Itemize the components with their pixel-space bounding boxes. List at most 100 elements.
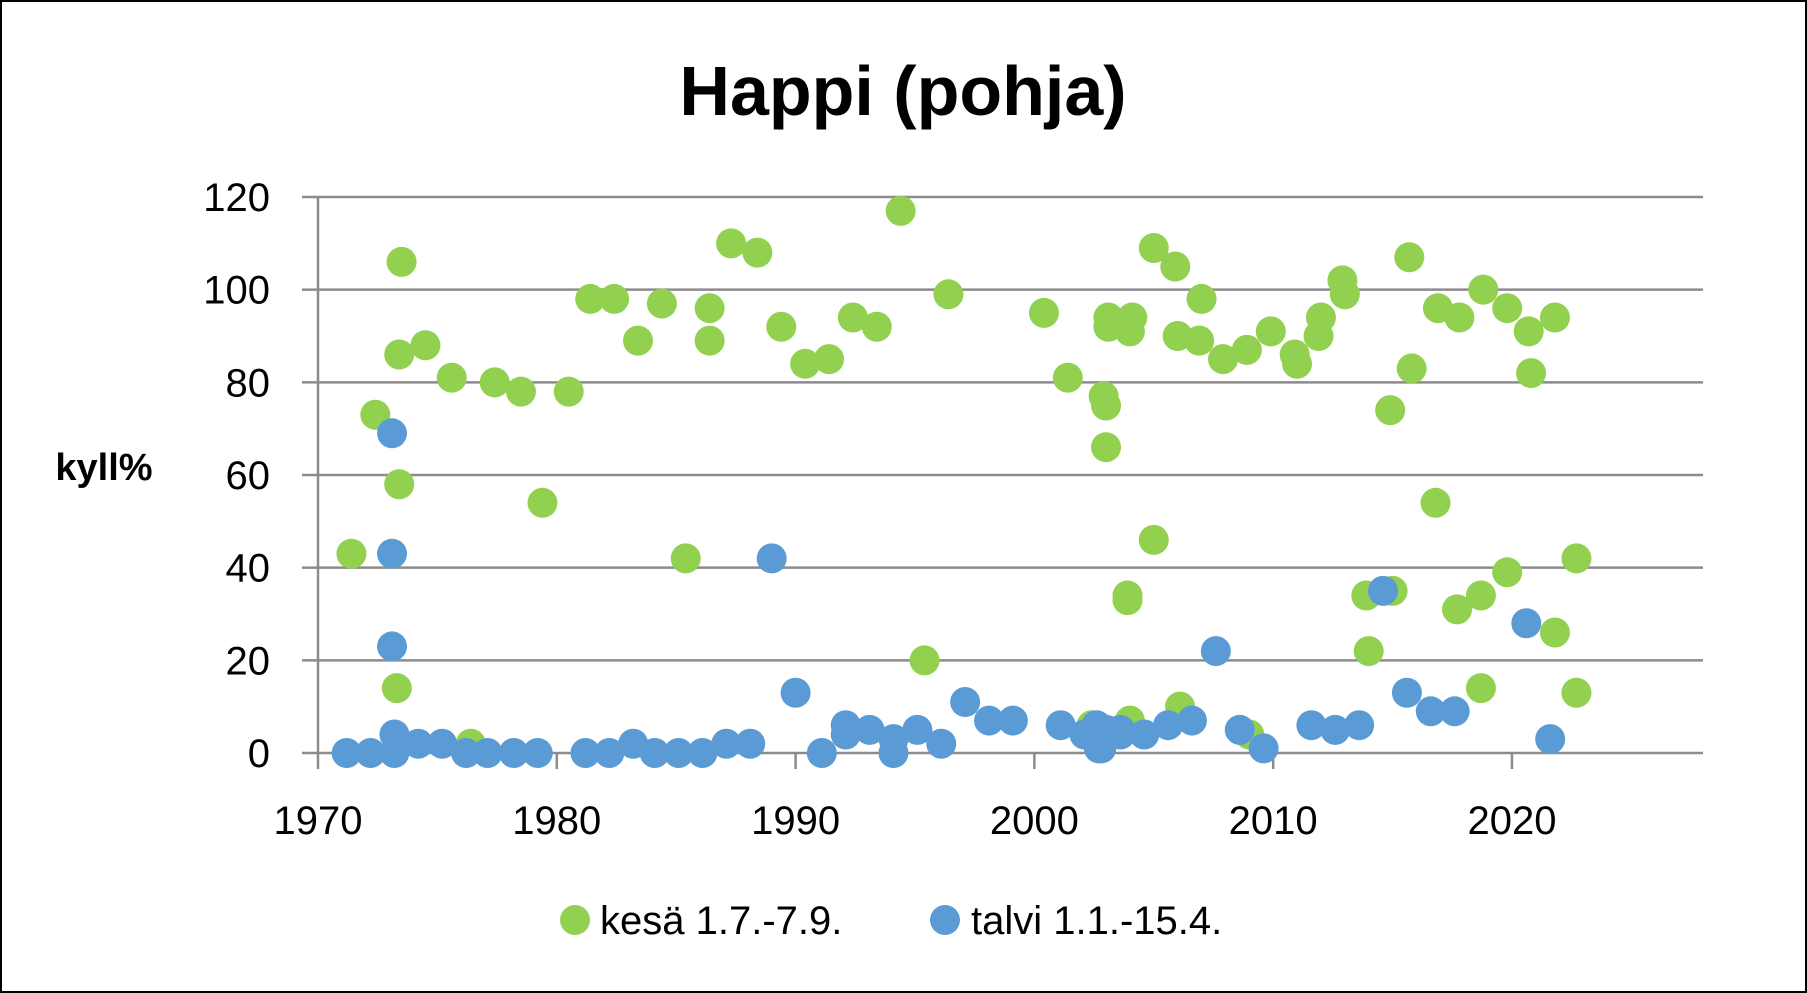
data-point <box>1153 710 1184 741</box>
data-point <box>735 728 766 759</box>
data-point <box>436 362 467 393</box>
data-point <box>1492 293 1523 324</box>
data-point <box>933 279 964 310</box>
data-point <box>1208 344 1239 375</box>
data-point <box>711 728 742 759</box>
series-summer-points <box>336 195 1592 759</box>
data-point <box>410 330 441 361</box>
data-point <box>1028 297 1059 328</box>
data-point <box>1539 617 1570 648</box>
data-point <box>837 302 868 333</box>
legend-label-summer: kesä 1.7.-7.9. <box>600 899 842 943</box>
data-point <box>1561 543 1592 574</box>
x-tick-label: 2000 <box>990 799 1079 843</box>
data-point <box>790 348 821 379</box>
data-point <box>1442 594 1473 625</box>
data-point <box>355 738 386 768</box>
data-point <box>377 631 408 662</box>
data-point <box>830 719 861 750</box>
data-point <box>861 311 892 342</box>
data-point <box>1255 316 1286 347</box>
data-point <box>670 543 701 574</box>
data-point <box>427 728 458 759</box>
data-point <box>909 645 940 676</box>
data-point <box>814 344 845 375</box>
x-tick-labels: 1970 1980 1990 2000 2010 2020 <box>274 799 1557 843</box>
data-point <box>1465 580 1496 611</box>
data-point <box>479 367 510 398</box>
data-point <box>1200 636 1231 667</box>
data-point <box>902 714 933 745</box>
data-point <box>384 469 415 500</box>
gridlines <box>302 195 1703 755</box>
data-point <box>878 738 909 768</box>
data-point <box>1396 353 1427 384</box>
legend-label-winter: talvi 1.1.-15.4. <box>971 899 1222 943</box>
data-point <box>1091 432 1122 463</box>
data-point <box>716 228 747 259</box>
data-point <box>386 246 417 277</box>
data-point <box>950 687 981 718</box>
data-point <box>639 738 670 768</box>
data-point <box>1439 696 1470 727</box>
y-tick-label: 0 <box>248 732 270 776</box>
data-point <box>472 738 503 768</box>
data-point <box>1465 673 1496 704</box>
data-point <box>1052 362 1083 393</box>
data-point <box>1329 279 1360 310</box>
data-point <box>1112 585 1143 616</box>
x-tick-label: 2010 <box>1229 799 1318 843</box>
data-point <box>522 738 553 768</box>
data-point <box>331 738 362 768</box>
data-point <box>527 487 558 518</box>
data-point <box>1320 714 1351 745</box>
data-point <box>622 325 653 356</box>
legend: kesä 1.7.-7.9. talvi 1.1.-15.4. <box>560 899 1222 943</box>
legend-marker-winter <box>930 905 960 935</box>
data-point <box>926 728 957 759</box>
data-point <box>1420 487 1451 518</box>
y-axis-label: kyll% <box>55 447 152 489</box>
data-point <box>1105 714 1136 745</box>
data-point <box>1305 302 1336 333</box>
data-point <box>1160 251 1191 282</box>
data-point <box>1282 348 1313 379</box>
y-tick-label: 40 <box>226 547 271 591</box>
data-point <box>1184 325 1215 356</box>
data-point <box>1248 733 1279 764</box>
chart-title: Happi (pohja) <box>679 52 1126 130</box>
data-point <box>766 311 797 342</box>
data-point <box>1045 710 1076 741</box>
data-point <box>694 325 725 356</box>
x-tick-label: 2020 <box>1467 799 1556 843</box>
data-point <box>379 738 410 768</box>
data-point <box>403 728 434 759</box>
y-tick-label: 60 <box>226 454 271 498</box>
data-point <box>1561 677 1592 708</box>
data-point <box>377 418 408 449</box>
data-point <box>384 339 415 370</box>
y-tick-label: 100 <box>203 269 270 313</box>
data-point <box>1468 274 1499 305</box>
data-point <box>1516 358 1547 389</box>
data-point <box>594 738 625 768</box>
data-point <box>663 738 694 768</box>
data-point <box>974 705 1005 736</box>
data-point <box>756 543 787 574</box>
data-point <box>1296 710 1327 741</box>
data-point <box>553 376 584 407</box>
data-point <box>1375 395 1406 426</box>
data-point <box>377 538 408 569</box>
data-point <box>1511 608 1542 639</box>
data-point <box>742 237 773 268</box>
data-point <box>1117 302 1148 333</box>
data-point <box>1415 696 1446 727</box>
data-point <box>1093 302 1124 333</box>
data-point <box>1344 710 1375 741</box>
data-point <box>780 677 811 708</box>
data-point <box>854 714 885 745</box>
data-point <box>575 283 606 314</box>
y-tick-label: 120 <box>203 176 270 220</box>
